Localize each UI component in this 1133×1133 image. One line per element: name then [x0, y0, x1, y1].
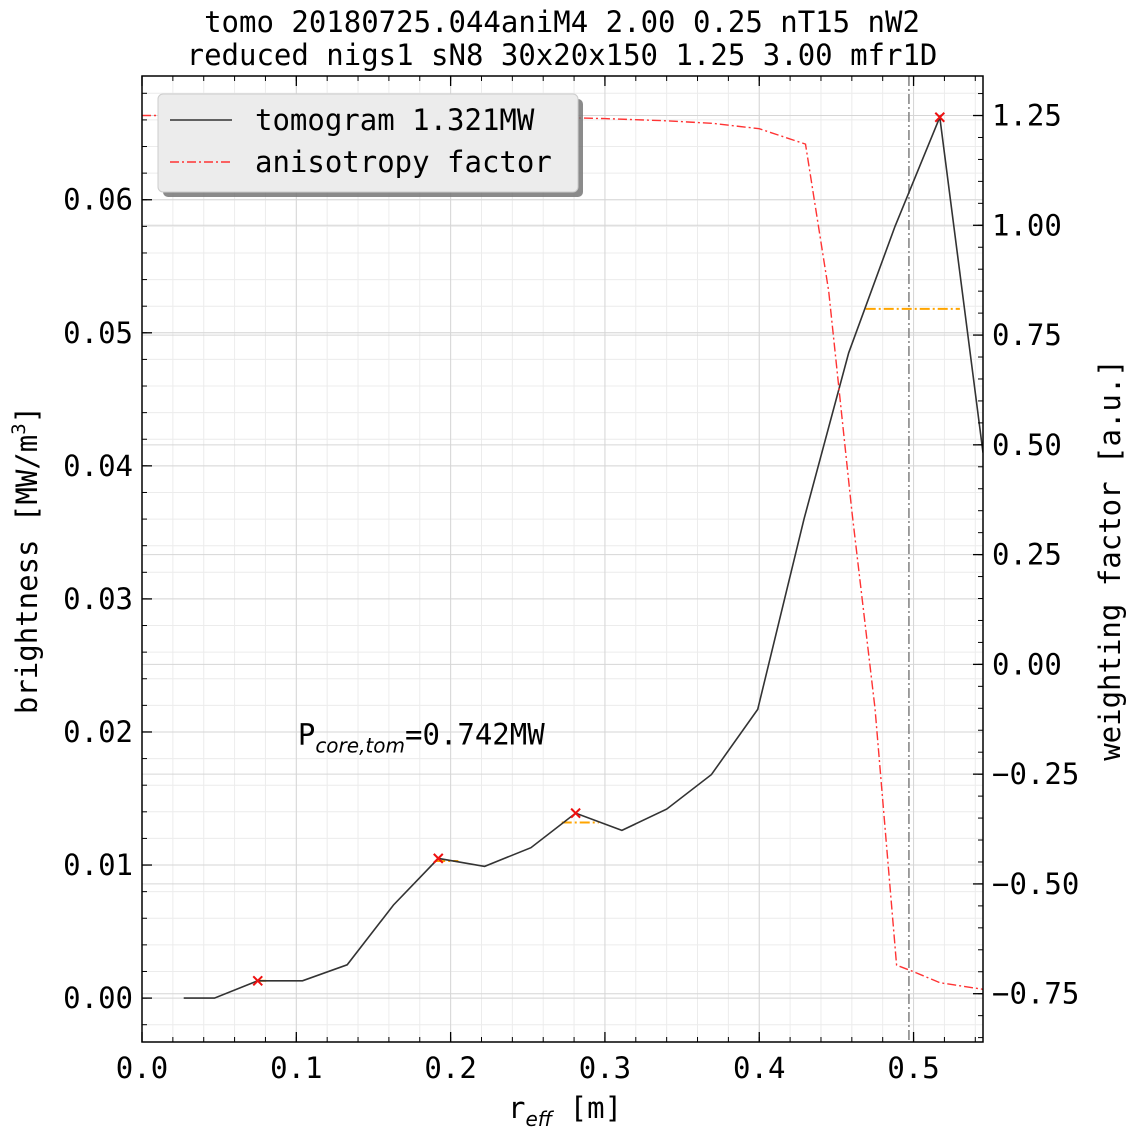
chart-title-line-1: tomo 20180725.044aniM4 2.00 0.25 nT15 nW…	[204, 5, 920, 39]
legend: tomogram 1.321MW anisotropy factor	[157, 93, 583, 197]
legend-label-tomogram: tomogram 1.321MW	[255, 103, 535, 137]
y2-axis-label: weighting factor [a.u.]	[1093, 359, 1127, 761]
y-tick-label: 0.05	[63, 316, 133, 350]
y2-tick-label: 0.00	[992, 647, 1062, 681]
y2-tick-label: 0.25	[992, 538, 1062, 572]
x-tick-label: 0.5	[887, 1051, 939, 1085]
x-tick-label: 0.0	[116, 1051, 168, 1085]
y2-tick-label: 0.75	[992, 318, 1062, 352]
y-axis-label: brightness [MW/m3]	[8, 406, 44, 714]
ticks: 0.0 0.1 0.2 0.3 0.4 0.5 0.00 0.01 0.02 0.03 0.04 0.…	[63, 76, 1079, 1085]
peak-marker-stroke	[433, 853, 444, 864]
y-tick-label: 0.02	[63, 715, 133, 749]
y-tick-label: 0.06	[63, 183, 133, 217]
core-power-annotation: Pcore,tom=0.742MW	[298, 718, 545, 758]
x-tick-label: 0.4	[733, 1051, 785, 1085]
y-tick-label: 0.00	[63, 981, 133, 1015]
y-tick-label: 0.03	[63, 582, 133, 616]
y-axis-label-main: brightness [MW/m	[10, 435, 44, 714]
y-tick-label: 0.01	[63, 848, 133, 882]
x-axis-label-sub: eff	[525, 1107, 554, 1131]
x-axis-label: reff [m]	[508, 1091, 622, 1131]
peak-marker	[570, 807, 581, 819]
y2-tick-label: −0.25	[992, 757, 1079, 791]
y2-tick-label: −0.75	[992, 977, 1079, 1011]
y-axis-label-close: ]	[10, 406, 44, 423]
anisotropy-factor-line	[142, 114, 983, 990]
peak-marker	[252, 975, 263, 987]
x-tick-label: 0.2	[424, 1051, 476, 1085]
peak-marker	[433, 853, 444, 864]
legend-box	[157, 93, 579, 193]
chart-title-line-2: reduced nigs1 sN8 30x20x150 1.25 3.00 mf…	[187, 38, 938, 72]
annotation-rest: =0.742MW	[405, 718, 545, 752]
y2-tick-label: 0.50	[992, 428, 1062, 462]
y2-tick-label: 1.00	[992, 208, 1062, 242]
data-layer	[142, 76, 983, 1042]
annotation-sub: core,tom	[315, 734, 405, 758]
y2-tick-label: −0.50	[992, 867, 1079, 901]
x-tick-label: 0.3	[579, 1051, 631, 1085]
peak-marker-stroke	[252, 975, 263, 987]
tomogram-line	[183, 114, 983, 999]
x-axis-label-main: r	[508, 1091, 525, 1125]
y-tick-label: 0.04	[63, 449, 133, 483]
peak-marker-stroke	[934, 112, 945, 123]
legend-label-anisotropy: anisotropy factor	[255, 145, 552, 179]
x-tick-label: 0.1	[270, 1051, 322, 1085]
annotation-main: P	[298, 718, 315, 752]
peak-marker-stroke	[570, 807, 581, 819]
y2-tick-label: 1.25	[992, 99, 1062, 133]
plot-frame	[141, 75, 984, 1043]
peak-marker	[934, 112, 945, 123]
x-axis-label-unit: [m]	[552, 1091, 622, 1125]
y-axis-label-sup: 3	[8, 423, 30, 434]
